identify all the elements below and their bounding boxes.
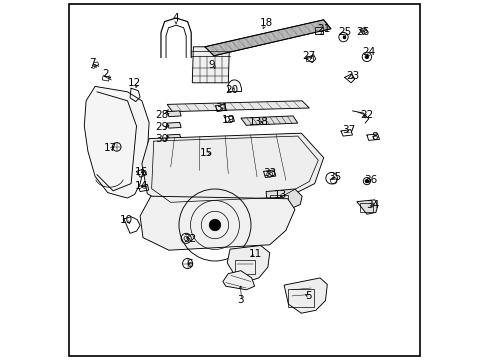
- Text: 17: 17: [104, 143, 117, 153]
- Text: 16: 16: [135, 167, 148, 177]
- Text: 18: 18: [259, 18, 272, 28]
- Text: 3: 3: [237, 294, 244, 305]
- Bar: [305, 56, 312, 61]
- Text: 33: 33: [263, 168, 276, 178]
- Bar: [359, 203, 373, 212]
- Text: 32: 32: [183, 234, 196, 244]
- Text: 28: 28: [155, 110, 168, 120]
- Text: 26: 26: [356, 27, 369, 37]
- Circle shape: [209, 219, 220, 231]
- Text: 20: 20: [225, 85, 238, 95]
- Polygon shape: [167, 111, 181, 117]
- Bar: [235, 260, 255, 274]
- Circle shape: [365, 55, 368, 59]
- Text: 35: 35: [328, 172, 341, 182]
- Text: 9: 9: [208, 60, 215, 70]
- Polygon shape: [167, 134, 181, 140]
- Polygon shape: [167, 101, 309, 112]
- Polygon shape: [223, 271, 254, 290]
- Polygon shape: [265, 189, 302, 210]
- Bar: [315, 27, 323, 34]
- Polygon shape: [84, 86, 149, 198]
- Polygon shape: [142, 133, 323, 205]
- Text: 138: 138: [248, 117, 268, 127]
- Text: 12: 12: [128, 78, 141, 88]
- Text: 37: 37: [342, 125, 355, 135]
- Text: 34: 34: [365, 200, 378, 210]
- Text: 24: 24: [361, 47, 375, 57]
- Polygon shape: [227, 246, 269, 282]
- Text: 2: 2: [102, 69, 109, 79]
- Polygon shape: [284, 278, 326, 313]
- Text: 10: 10: [120, 215, 133, 225]
- Text: 8: 8: [370, 132, 377, 142]
- Text: 36: 36: [363, 175, 376, 185]
- Circle shape: [365, 180, 367, 183]
- Text: 22: 22: [360, 110, 373, 120]
- Polygon shape: [167, 122, 181, 128]
- Bar: [102, 76, 109, 81]
- Polygon shape: [356, 200, 377, 214]
- Text: 5: 5: [305, 291, 311, 301]
- Bar: [270, 195, 287, 206]
- Text: 21: 21: [316, 24, 330, 34]
- Text: 6: 6: [186, 258, 193, 269]
- Text: 19: 19: [221, 114, 234, 125]
- Text: 31: 31: [215, 103, 228, 113]
- Text: 14: 14: [135, 181, 148, 192]
- Text: 27: 27: [302, 51, 315, 61]
- Text: 29: 29: [155, 122, 168, 132]
- Text: 11: 11: [248, 249, 262, 259]
- Polygon shape: [241, 116, 297, 125]
- Polygon shape: [192, 47, 229, 83]
- Text: 30: 30: [155, 134, 168, 144]
- Bar: [288, 289, 314, 307]
- Text: 25: 25: [338, 27, 351, 37]
- Text: 7: 7: [89, 58, 96, 68]
- Text: 13: 13: [273, 190, 286, 200]
- Polygon shape: [204, 20, 330, 56]
- Text: 4: 4: [172, 13, 179, 23]
- Text: 15: 15: [200, 148, 213, 158]
- Polygon shape: [140, 196, 294, 250]
- Text: 23: 23: [345, 71, 358, 81]
